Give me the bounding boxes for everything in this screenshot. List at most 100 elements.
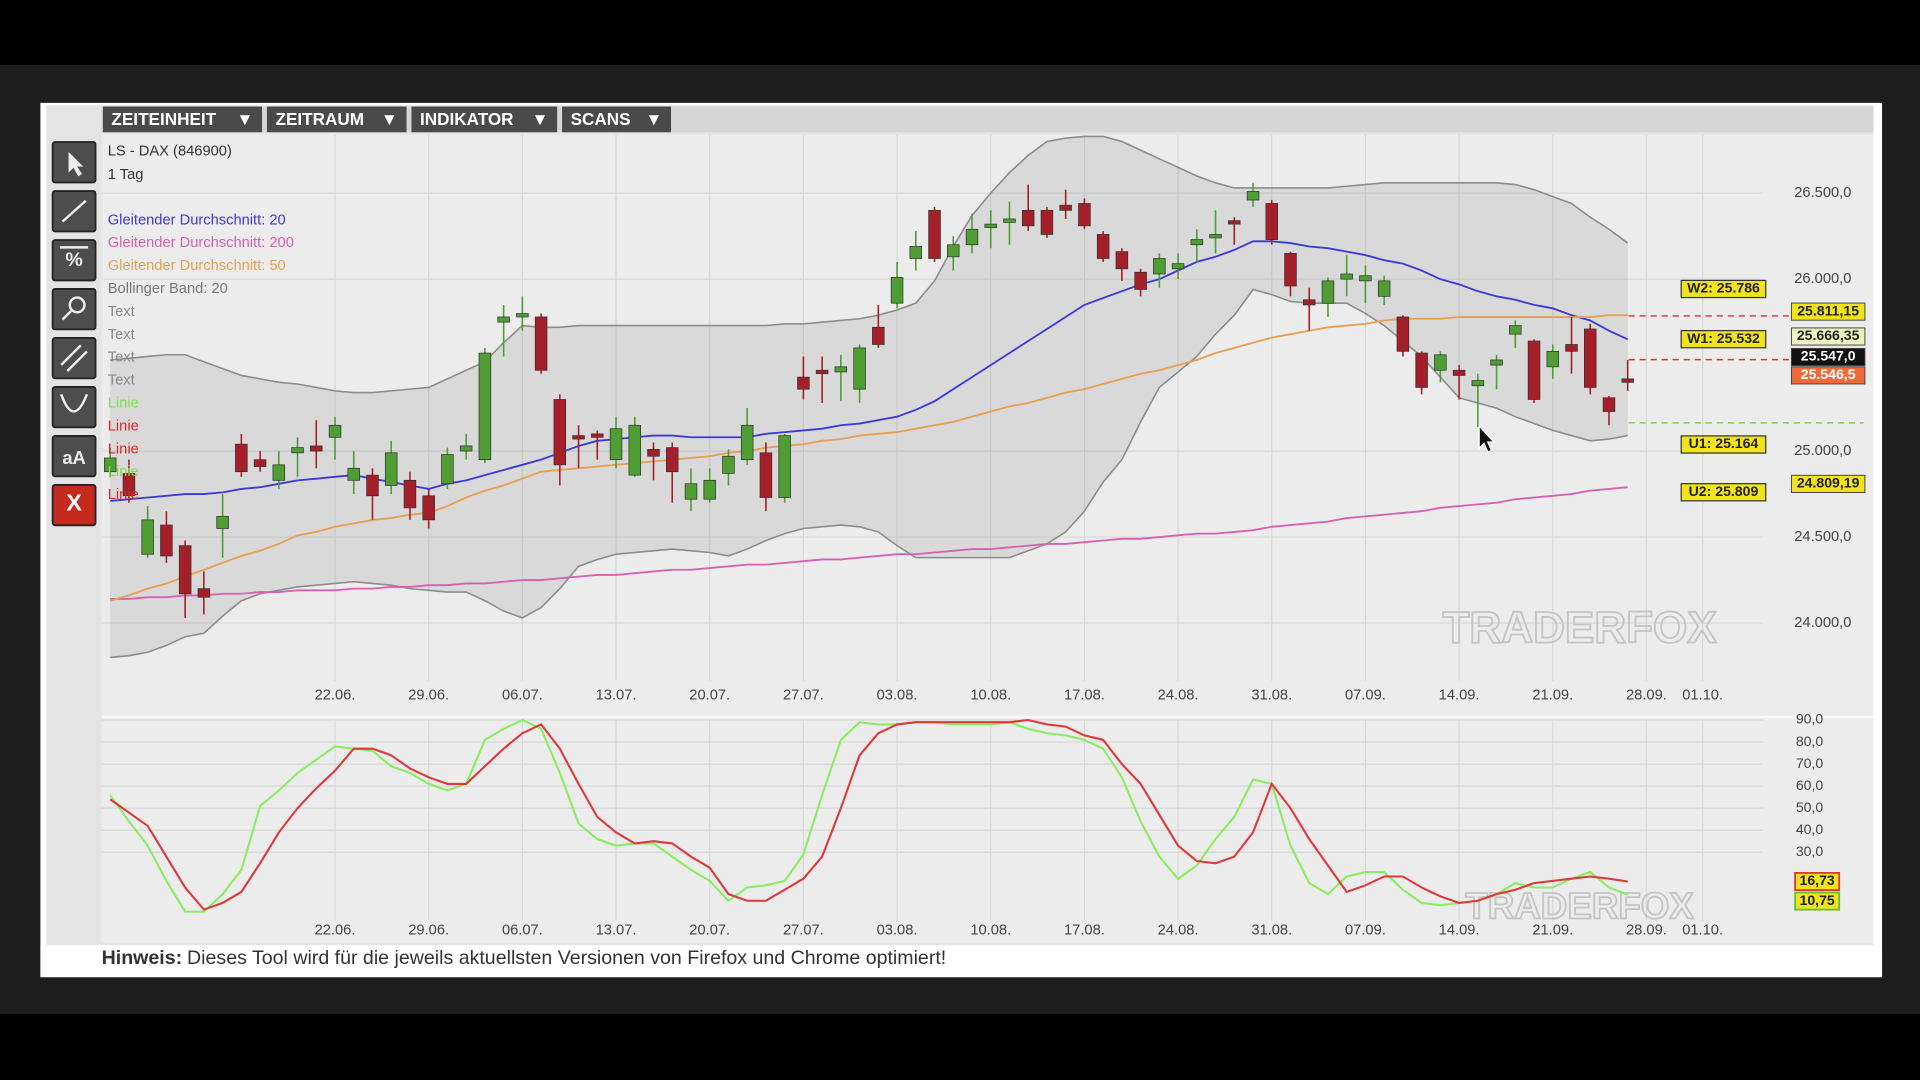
candle-body — [1584, 328, 1597, 388]
value-label: 16,73 — [1800, 872, 1835, 888]
candle-body — [1321, 280, 1335, 304]
candle-body — [328, 424, 342, 438]
legend-entry: Linie — [108, 395, 139, 411]
candle-body — [103, 457, 117, 473]
price-label: 24.809,19 — [1797, 475, 1860, 491]
chart: 22.06. 29.06. 06.07. 13.07. 20.07. 27.07. 03.0… — [101, 134, 1866, 938]
legend-entry: Linie — [108, 441, 139, 457]
candle-body — [759, 452, 773, 498]
candle-body — [1471, 380, 1485, 387]
menu-item[interactable]: INDIKATOR ▼ — [411, 106, 558, 133]
candle-body — [853, 347, 866, 390]
tool-delete[interactable]: X — [51, 483, 97, 527]
tool-line[interactable] — [51, 190, 97, 233]
candle-body — [1115, 251, 1129, 270]
candle-body — [1078, 203, 1091, 227]
x-tick-label: 27.07. — [783, 922, 824, 938]
x-tick-label: 17.08. — [1064, 687, 1105, 703]
candle-body — [291, 447, 304, 454]
tool-curve[interactable] — [51, 386, 97, 429]
candle-body — [441, 454, 454, 485]
candle-body — [197, 588, 211, 598]
candle-body — [628, 424, 642, 476]
x-tick-label: 20.07. — [689, 687, 730, 703]
candle-body — [1396, 316, 1410, 352]
candle-body — [422, 495, 435, 521]
level-label: U2: 25.809 — [1689, 483, 1759, 499]
candle-body — [1565, 344, 1578, 352]
x-tick-label: 17.08. — [1064, 922, 1105, 938]
candle-body — [591, 433, 604, 438]
candle-body — [666, 447, 679, 473]
candle-body — [1284, 252, 1297, 287]
menu-item[interactable]: ZEITEINHEIT ▼ — [102, 106, 263, 133]
candle-body — [1040, 209, 1054, 235]
legend-entry: Gleitender Durchschnitt: 50 — [108, 258, 286, 274]
level-box — [1680, 483, 1767, 502]
candle-body — [647, 448, 660, 457]
candle-body — [478, 352, 492, 461]
oscillator-line — [109, 718, 1628, 911]
tool-percent[interactable]: % — [51, 239, 97, 282]
tool-text[interactable]: aA — [51, 435, 97, 478]
candle-body — [272, 464, 286, 481]
band-upper — [110, 135, 1629, 394]
menu-label: SCANS — [571, 109, 631, 129]
x-tick-label: 07.09. — [1345, 687, 1386, 703]
candle-body — [834, 366, 848, 373]
candle-body — [872, 326, 885, 345]
y-tick-label: 40,0 — [1796, 821, 1824, 837]
y-tick-label: 60,0 — [1796, 777, 1824, 793]
tool-label: X — [66, 490, 82, 516]
value-label: 10,75 — [1800, 892, 1835, 908]
level-box — [1680, 279, 1767, 299]
candle-body — [1602, 397, 1616, 412]
candle-body — [797, 376, 810, 390]
candle-body — [1021, 209, 1035, 227]
candle-body — [1340, 273, 1353, 280]
candle-body — [1415, 352, 1428, 388]
legend-entry: Text — [108, 327, 135, 343]
x-tick-label: 06.07. — [502, 922, 543, 938]
candle-body — [890, 277, 904, 304]
x-tick-label: 07.09. — [1345, 922, 1386, 938]
candle-body — [778, 435, 791, 498]
y-tick-label: 30,0 — [1796, 843, 1824, 859]
tool-zoom[interactable] — [51, 288, 97, 331]
menu-label: ZEITRAUM — [276, 109, 364, 129]
candle-body — [1153, 258, 1166, 275]
x-tick-label: 29.06. — [408, 687, 449, 703]
value-box — [1794, 872, 1841, 891]
menu-item[interactable]: ZEITRAUM ▼ — [266, 106, 407, 133]
candle-body — [815, 369, 829, 375]
candle-body — [928, 209, 941, 259]
y-tick-label: 24.500,0 — [1794, 529, 1851, 545]
candle-body — [253, 459, 267, 467]
price-box — [1790, 302, 1866, 321]
price-label: 25.547,0 — [1801, 348, 1856, 364]
candle-body — [1190, 239, 1204, 246]
candle-body — [684, 483, 698, 500]
price-box — [1790, 347, 1866, 367]
legend-entry: Text — [108, 304, 135, 320]
candle-body — [947, 244, 960, 258]
tool-parallel[interactable] — [51, 337, 97, 380]
tool-label: % — [65, 249, 82, 271]
menu-label: INDIKATOR — [420, 109, 514, 129]
candle-body — [347, 467, 361, 481]
price-box — [1790, 474, 1866, 493]
moving-average — [109, 314, 1628, 602]
y-tick-label: 25.000,0 — [1794, 443, 1851, 459]
x-tick-label: 22.06. — [315, 922, 356, 938]
menu-item[interactable]: SCANS ▼ — [562, 106, 672, 133]
menu-arrow: ▼ — [645, 109, 662, 129]
tool-select[interactable] — [51, 141, 97, 184]
candle-body — [909, 246, 923, 259]
candle-body — [1452, 369, 1466, 376]
candle-body — [178, 545, 192, 595]
menu-label: ZEITEINHEIT — [111, 109, 216, 129]
x-tick-label: 22.06. — [315, 687, 356, 703]
candle-body — [1209, 234, 1222, 239]
candle-body — [1059, 204, 1072, 211]
